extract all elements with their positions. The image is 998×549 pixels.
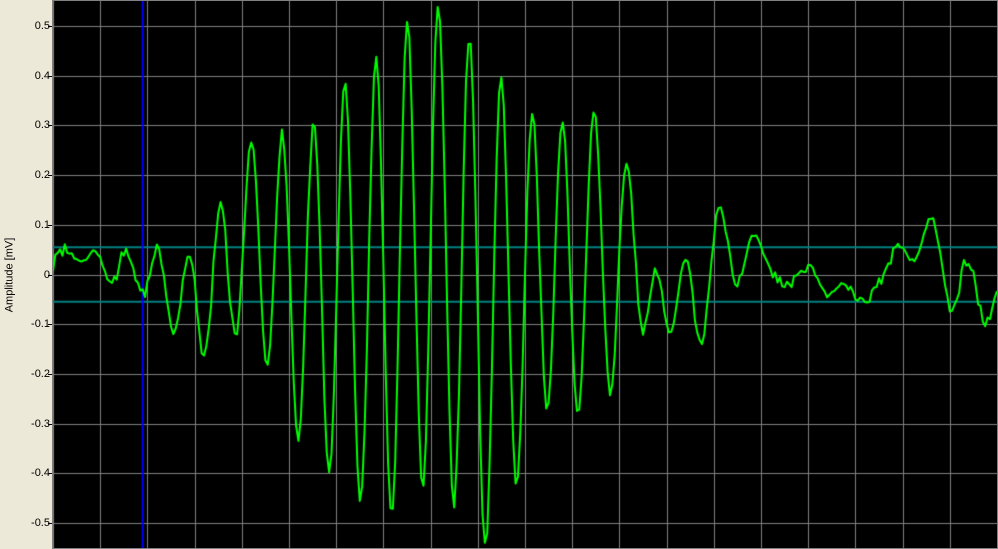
y-tick-mark [48,125,52,126]
y-tick-mark [48,225,52,226]
y-tick-mark [48,424,52,425]
y-tick-mark [48,275,52,276]
y-axis-ticks: -0.5-0.4-0.3-0.2-0.100.10.20.30.40.5 [18,0,52,549]
y-axis-label: Amplitude [mV] [3,237,15,312]
y-axis-label-container: Amplitude [mV] [0,0,18,549]
y-tick-mark [48,26,52,27]
waveform-plot[interactable] [53,1,997,548]
y-tick-mark [48,523,52,524]
y-tick-mark [48,374,52,375]
y-tick-mark [48,473,52,474]
oscilloscope-panel: Amplitude [mV] -0.5-0.4-0.3-0.2-0.100.10… [0,0,998,549]
y-tick-mark [48,324,52,325]
y-tick-mark [48,175,52,176]
y-tick-mark [48,76,52,77]
plot-frame [52,0,998,549]
